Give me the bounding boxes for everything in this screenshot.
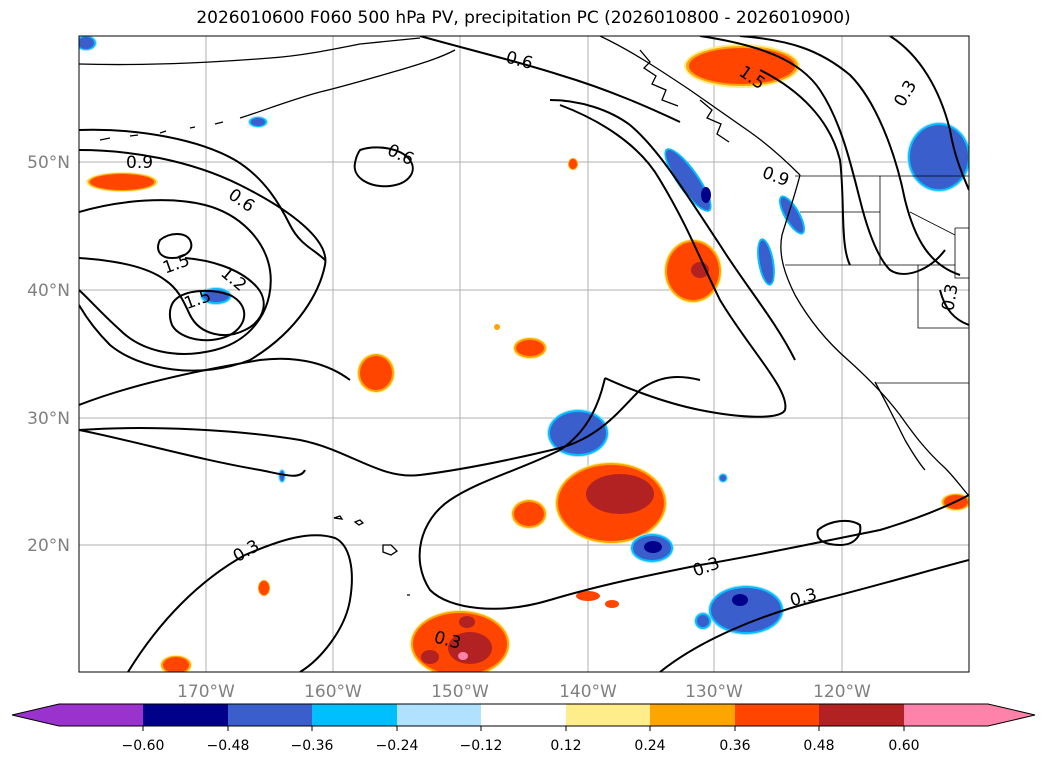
colorbar-tick-label: −0.36 (291, 738, 334, 754)
graticule (79, 36, 969, 672)
contour-label: 0.9 (126, 153, 153, 173)
colorbar: −0.60 −0.48 −0.36 −0.24 −0.12 0.12 0.24 … (11, 703, 1036, 754)
colorbar-segment (312, 704, 397, 726)
colorbar-tick-label: −0.12 (460, 738, 503, 754)
colorbar-segment (819, 704, 904, 726)
colorbar-tick-label: −0.48 (207, 738, 250, 754)
colorbar-segment (735, 704, 819, 726)
colorbar-outline (11, 703, 1036, 727)
colorbar-segment (566, 704, 650, 726)
latitude-labels: 50°N 40°N 30°N 20°N (27, 153, 70, 556)
colorbar-segment (397, 704, 481, 726)
map-title: 2026010600 F060 500 hPa PV, precipitatio… (196, 8, 851, 28)
precip-shading (79, 36, 969, 672)
colorbar-segments (59, 704, 988, 726)
lat-label-20n: 20°N (27, 536, 70, 556)
lon-label-130w: 130°W (685, 682, 743, 702)
colorbar-segment (228, 704, 312, 726)
lon-label-140w: 140°W (559, 682, 617, 702)
colorbar-segment (59, 704, 143, 726)
colorbar-segment (650, 704, 735, 726)
coastlines (79, 36, 969, 596)
colorbar-extend-high (988, 704, 1035, 726)
borders (785, 175, 969, 384)
lon-label-170w: 170°W (177, 682, 235, 702)
lat-label-40n: 40°N (27, 281, 70, 301)
colorbar-ticks (142, 726, 905, 731)
colorbar-segment (904, 704, 988, 726)
colorbar-tick-label: 0.48 (803, 738, 834, 754)
longitude-labels: 170°W 160°W 150°W 140°W 130°W 120°W (177, 682, 871, 702)
colorbar-segment (481, 704, 566, 726)
contour-label: 0.3 (938, 282, 962, 312)
lat-label-30n: 30°N (27, 409, 70, 429)
colorbar-tick-labels: −0.60 −0.48 −0.36 −0.24 −0.12 0.12 0.24 … (122, 738, 920, 754)
pv-contours (79, 36, 969, 672)
colorbar-tick-label: −0.60 (122, 738, 165, 754)
colorbar-tick-label: 0.12 (550, 738, 581, 754)
colorbar-extend-low (12, 704, 59, 726)
lon-label-160w: 160°W (304, 682, 362, 702)
colorbar-tick-label: −0.24 (376, 738, 419, 754)
lat-label-50n: 50°N (27, 153, 70, 173)
colorbar-tick-label: 0.36 (719, 738, 750, 754)
lon-label-150w: 150°W (431, 682, 489, 702)
colorbar-tick-label: 0.24 (634, 738, 665, 754)
colorbar-tick-label: 0.60 (888, 738, 919, 754)
colorbar-segment (143, 704, 228, 726)
map-frame (78, 35, 970, 673)
lon-label-120w: 120°W (813, 682, 871, 702)
